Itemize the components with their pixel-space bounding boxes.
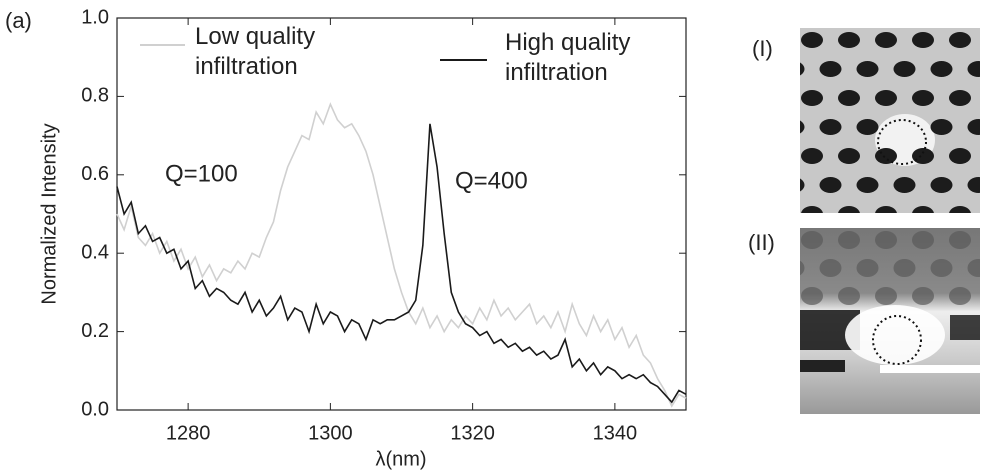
- lattice-hole: [819, 61, 842, 77]
- lattice-hole: [912, 206, 934, 213]
- image-streak: [880, 365, 980, 373]
- panel-label: (I): [752, 36, 773, 61]
- lattice-hole: [801, 32, 823, 48]
- x-tick-label: 1320: [450, 422, 495, 444]
- lattice-hole: [967, 259, 980, 277]
- lattice-hole: [875, 231, 897, 249]
- lattice-hole: [800, 260, 805, 276]
- y-tick-label: 0.6: [81, 163, 109, 185]
- lattice-hole: [949, 32, 971, 48]
- lattice-hole: [930, 177, 953, 193]
- lattice-hole: [930, 119, 953, 135]
- lattice-hole: [893, 177, 916, 193]
- micrograph: [764, 228, 980, 414]
- lattice-hole: [838, 32, 860, 48]
- lattice-hole: [838, 148, 860, 164]
- lattice-hole: [838, 90, 860, 106]
- lattice-hole: [856, 61, 879, 77]
- lattice-hole: [912, 148, 934, 164]
- y-tick-label: 0.0: [81, 398, 109, 420]
- lattice-hole: [967, 119, 980, 135]
- panel-label: (a): [5, 8, 32, 33]
- lattice-hole: [801, 206, 823, 213]
- lattice-hole: [801, 90, 823, 106]
- lattice-hole: [764, 206, 786, 222]
- dotted-circle: [872, 315, 922, 365]
- x-tick-label: 1300: [308, 422, 353, 444]
- image-streak: [800, 360, 845, 372]
- dotted-circle: [877, 119, 927, 165]
- lattice-hole: [838, 231, 860, 249]
- y-tick-label: 0.8: [81, 85, 109, 107]
- lattice-hole: [800, 178, 805, 192]
- lattice-hole: [764, 287, 786, 305]
- lattice-hole: [819, 259, 842, 277]
- lattice-hole: [893, 259, 916, 277]
- lattice-hole: [930, 61, 953, 77]
- y-axis-label: Normalized Intensity: [38, 123, 60, 304]
- y-tick-label: 0.4: [81, 241, 109, 263]
- lattice-hole: [893, 61, 916, 77]
- annotation: Q=400: [455, 167, 528, 194]
- y-tick-label: 1.0: [81, 6, 109, 28]
- lattice-hole: [875, 148, 897, 164]
- lattice-hole: [838, 287, 860, 305]
- legend-label: High quality infiltration: [505, 29, 631, 86]
- lattice-hole: [967, 61, 980, 77]
- lattice-hole: [856, 119, 879, 135]
- series-line: [116, 102, 687, 408]
- lattice-hole: [801, 231, 823, 249]
- y-tick-label: 0.2: [81, 320, 109, 342]
- x-axis-label: λ(nm): [375, 448, 426, 470]
- lattice-hole: [949, 90, 971, 106]
- lattice-hole: [930, 259, 953, 277]
- lattice-hole: [875, 90, 897, 106]
- lattice-hole: [856, 177, 879, 193]
- annotation: Q=100: [165, 160, 238, 187]
- lattice-hole: [912, 90, 934, 106]
- lattice-hole: [800, 120, 805, 134]
- lattice-hole: [800, 62, 805, 76]
- lattice-hole: [967, 177, 980, 193]
- lattice-hole: [949, 148, 971, 164]
- lattice-hole: [912, 32, 934, 48]
- series-line: [116, 123, 687, 404]
- lattice-hole: [801, 287, 823, 305]
- lattice-hole: [801, 148, 823, 164]
- panel-label: (II): [748, 230, 775, 255]
- lattice-hole: [949, 287, 971, 305]
- x-tick-label: 1280: [166, 422, 211, 444]
- lattice-hole: [912, 231, 934, 249]
- image-highlight: [845, 305, 945, 365]
- lattice-hole: [875, 206, 897, 213]
- lattice-hole: [819, 177, 842, 193]
- lattice-hole: [875, 32, 897, 48]
- legend-label: Low quality infiltration: [195, 23, 316, 80]
- lattice-hole: [819, 119, 842, 135]
- lattice-hole: [838, 206, 860, 213]
- lattice-hole: [949, 206, 971, 213]
- lattice-hole: [764, 90, 786, 106]
- lattice-hole: [949, 231, 971, 249]
- lattice-hole: [912, 287, 934, 305]
- lattice-hole: [875, 287, 897, 305]
- micrograph: [764, 28, 980, 222]
- x-tick-label: 1340: [593, 422, 638, 444]
- image-streak: [950, 315, 980, 340]
- lattice-hole: [764, 148, 786, 164]
- lattice-hole: [856, 259, 879, 277]
